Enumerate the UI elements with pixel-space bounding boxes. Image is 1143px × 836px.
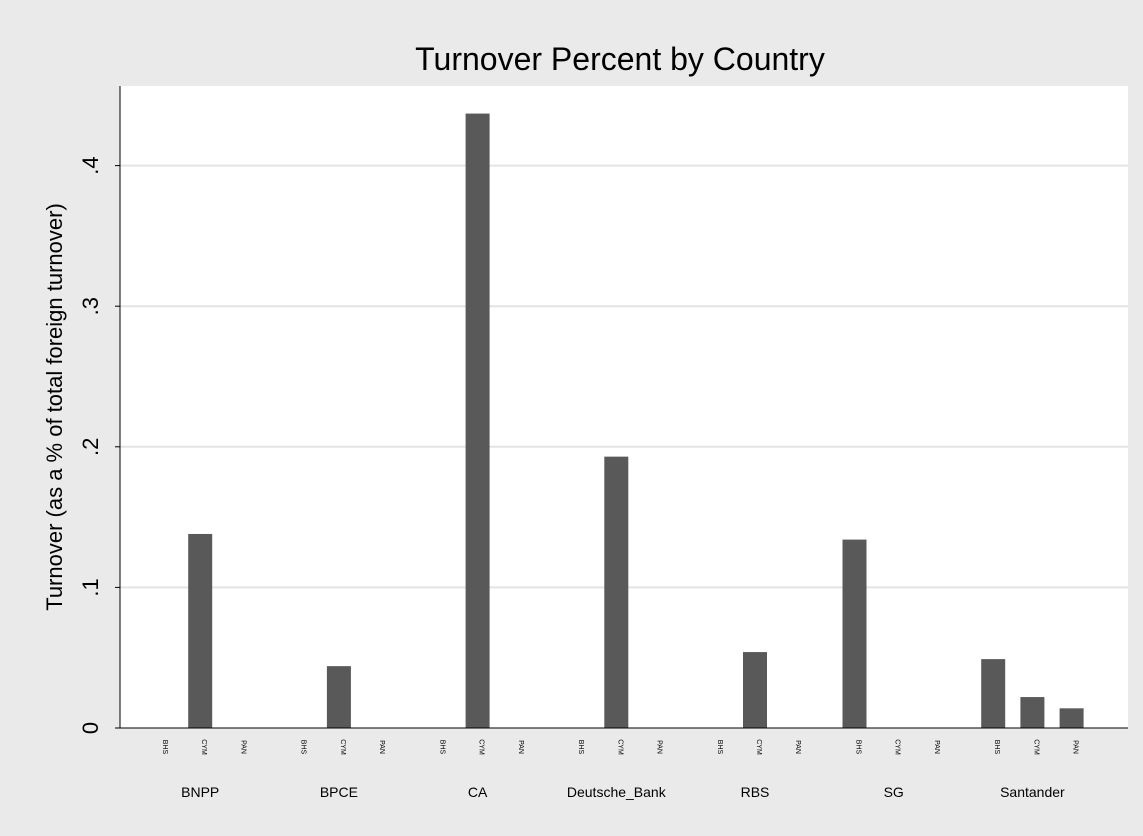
y-tick-label: .4	[78, 156, 103, 174]
bar	[743, 652, 767, 728]
group-label: BNPP	[181, 784, 219, 800]
category-label: BHS	[993, 740, 1000, 755]
bar	[465, 113, 490, 728]
group-label: SG	[884, 784, 904, 800]
y-ticks: 0 .1 .2 .3 .4	[78, 156, 120, 734]
y-tick-label: .1	[78, 578, 103, 596]
category-label: BHS	[161, 740, 168, 755]
category-label: CYM	[1032, 739, 1039, 755]
bar	[981, 659, 1006, 728]
group-label: Deutsche_Bank	[567, 784, 667, 800]
y-tick-label: .3	[78, 297, 103, 315]
category-label: CYM	[755, 739, 762, 755]
gridlines	[120, 164, 1128, 589]
y-tick-label: 0	[78, 722, 103, 734]
group-label: Santander	[1000, 784, 1065, 800]
category-label: PAN	[656, 740, 663, 754]
category-label: BHS	[300, 740, 307, 755]
category-label: CYM	[478, 739, 485, 755]
y-tick-label: .2	[78, 438, 103, 456]
category-label: PAN	[517, 740, 524, 754]
category-label: PAN	[933, 740, 940, 754]
category-label: CYM	[339, 739, 346, 755]
category-label: BHS	[716, 740, 723, 755]
axes	[119, 86, 1128, 729]
bar	[604, 456, 629, 728]
category-label: PAN	[239, 740, 246, 754]
group-label: RBS	[741, 784, 770, 800]
y-axis-label: Turnover (as a % of total foreign turnov…	[42, 203, 67, 611]
category-label: PAN	[1072, 740, 1079, 754]
category-label: CYM	[200, 739, 207, 755]
chart-title: Turnover Percent by Country	[415, 41, 825, 77]
bars	[188, 113, 1084, 728]
category-label: CYM	[894, 739, 901, 755]
category-label: BHS	[855, 740, 862, 755]
bar	[188, 533, 213, 728]
group-label: BPCE	[320, 784, 358, 800]
category-label: PAN	[378, 740, 385, 754]
category-label: BHS	[577, 740, 584, 755]
bar	[1059, 708, 1084, 728]
category-label: BHS	[438, 740, 445, 755]
category-label: PAN	[794, 740, 801, 754]
bar	[1020, 697, 1045, 728]
bar	[842, 539, 867, 728]
category-label: CYM	[616, 739, 623, 755]
group-label: CA	[468, 784, 488, 800]
x-labels: BHS CYM PAN BNPP BHS CYM PAN BPCE BHS CYM PAN CA BHS…	[161, 739, 1079, 800]
bar	[326, 666, 351, 728]
